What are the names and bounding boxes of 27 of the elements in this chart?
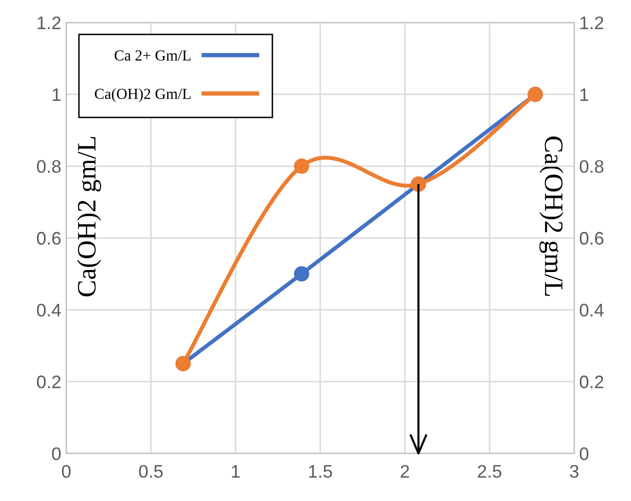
legend-label: Ca 2+ Gm/L	[114, 50, 190, 61]
y2-tick-label: 0	[580, 447, 588, 460]
y2-tick-label: 0.4	[580, 304, 604, 317]
point	[294, 158, 310, 174]
y-tick-label: 0.8	[37, 160, 61, 173]
y2-tick-label: 0.8	[580, 160, 604, 173]
y2-tick-label: 0.6	[580, 232, 604, 245]
y2-tick-label: 1	[580, 88, 588, 101]
x-tick-label: 0	[62, 464, 71, 478]
y2-tick-label: 0.2	[580, 376, 604, 388]
y2-axis-title: Ca(OH)2 gm/L	[539, 136, 564, 296]
y-axis-title: Ca(OH)2 gm/L	[77, 137, 102, 296]
y-tick-label: 0.2	[37, 376, 60, 388]
y-tick-label: 1	[52, 88, 61, 101]
x-tick-label: 2	[400, 464, 410, 478]
x-tick-label: 2.5	[478, 464, 502, 478]
x-tick-label: 1	[232, 465, 240, 478]
x-tick-label: 0.5	[139, 464, 163, 478]
legend-label: Ca(OH)2 Gm/L	[94, 88, 190, 102]
y-tick-label: 0.6	[37, 232, 61, 245]
y-tick-label: 0.4	[37, 304, 61, 317]
point	[294, 266, 310, 282]
y-tick-label: 0	[52, 447, 61, 460]
x-tick-label: 3	[570, 464, 578, 478]
y2-tick-label: 1.2	[580, 16, 604, 30]
x-tick-label: 1.5	[309, 465, 332, 478]
y-tick-label: 1.2	[38, 16, 60, 30]
